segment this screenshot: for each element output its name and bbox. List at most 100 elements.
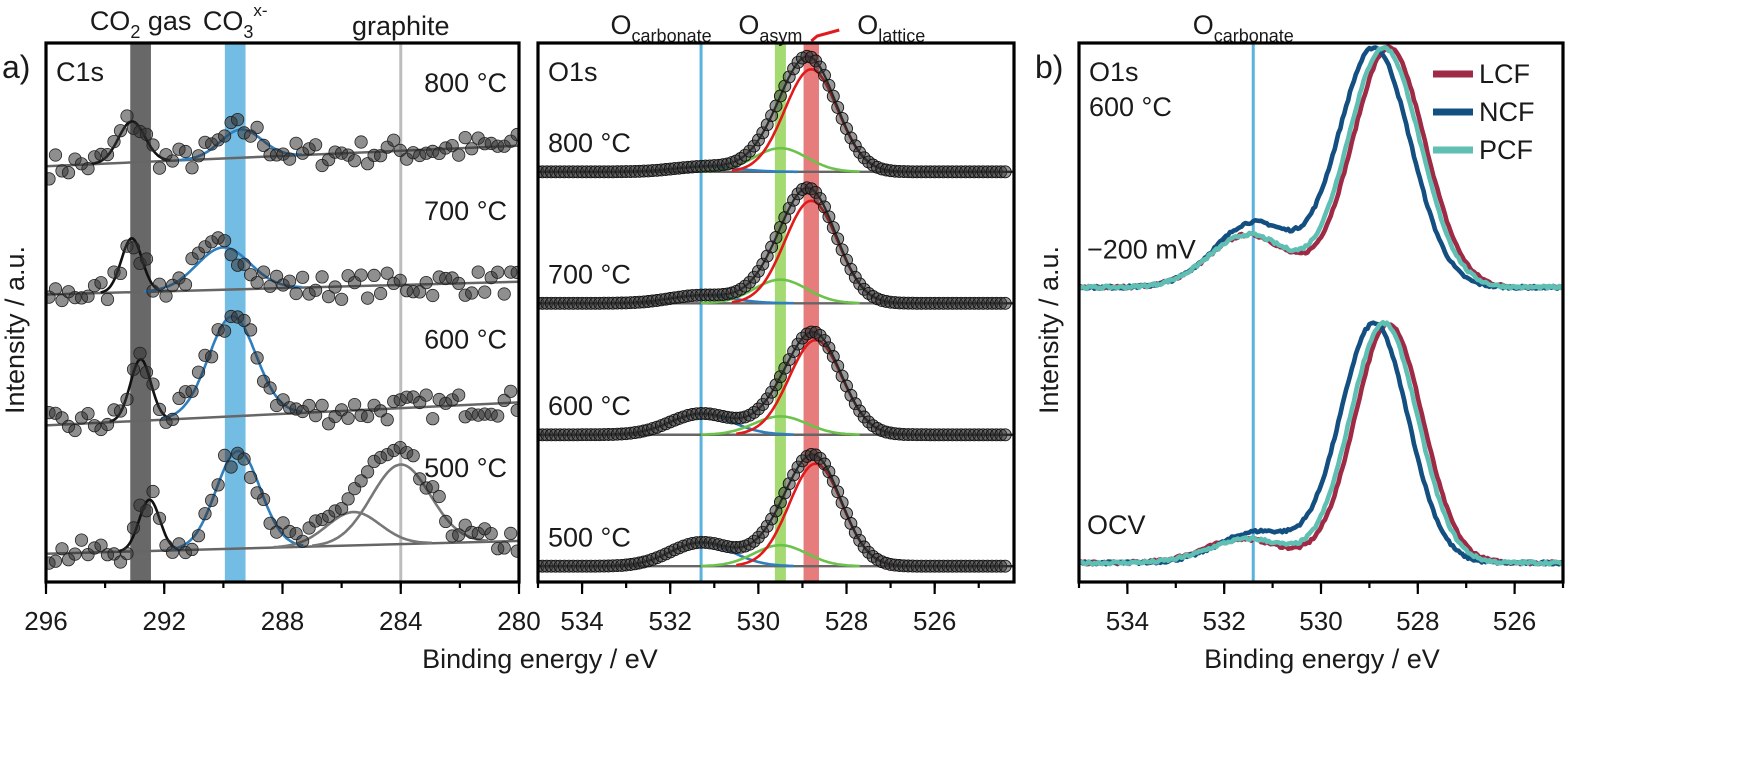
- data-point: [133, 346, 147, 360]
- plot-frame: [44, 41, 521, 584]
- data-point: [504, 384, 518, 398]
- data-point: [334, 292, 349, 306]
- data-point: [100, 148, 115, 162]
- data-point: [491, 409, 505, 423]
- data-point: [452, 388, 466, 402]
- data-point: [308, 408, 323, 423]
- data-point: [308, 138, 323, 152]
- data-point: [159, 289, 173, 303]
- x-tick-label: 534: [1106, 606, 1149, 636]
- data-point: [497, 393, 511, 407]
- data-point: [139, 504, 154, 518]
- data-point: [354, 474, 368, 488]
- data-point: [831, 232, 845, 246]
- data-point: [831, 100, 845, 114]
- data-point: [354, 135, 368, 149]
- data-point: [510, 544, 519, 558]
- data-point: [256, 492, 271, 506]
- data-point: [152, 511, 167, 525]
- y-axis-label-a: Intensity / a.u.: [0, 246, 30, 414]
- temperature-label: 500 °C: [548, 523, 631, 553]
- data-point: [250, 120, 264, 135]
- data-point: [822, 210, 836, 224]
- spectrum-line: [1079, 320, 1563, 567]
- band-label: Olattice: [857, 10, 925, 46]
- temperature-label: 600 °C: [1089, 92, 1172, 122]
- data-point: [126, 241, 141, 255]
- data-point: [831, 485, 845, 499]
- data-point: [426, 288, 440, 303]
- data-point: [269, 525, 284, 539]
- data-point: [295, 270, 310, 284]
- data-point: [250, 351, 264, 365]
- data-point: [94, 276, 108, 290]
- data-point: [191, 529, 206, 543]
- data-point: [81, 162, 95, 176]
- data-point: [341, 411, 355, 425]
- data-point: [120, 392, 134, 406]
- temperature-label: 800 °C: [424, 68, 507, 98]
- data-point: [478, 285, 492, 299]
- x-axis-label-a: Binding energy / eV: [422, 644, 658, 674]
- data-point: [244, 470, 258, 485]
- data-point: [237, 313, 251, 328]
- data-point: [81, 406, 95, 421]
- o1s-temperature-panel: Oasym Olattice Ocarbonate 800 °C 700 °C 600 °…: [536, 10, 1016, 636]
- data-point: [146, 484, 160, 499]
- data-point: [341, 492, 355, 506]
- data-point: [826, 221, 840, 235]
- data-point: [302, 398, 316, 413]
- x-tick-label: 280: [497, 606, 540, 636]
- data-point: [484, 526, 498, 541]
- legend-label: PCF: [1479, 135, 1533, 165]
- data-point: [48, 282, 63, 296]
- data-point: [321, 289, 336, 304]
- data-point: [406, 449, 420, 463]
- data-point: [263, 279, 277, 293]
- data-point: [360, 291, 375, 305]
- x-tick-label: 528: [1396, 606, 1439, 636]
- data-point: [244, 323, 258, 337]
- data-point: [491, 265, 505, 279]
- legend-label: NCF: [1479, 97, 1535, 127]
- x-tick-label: 530: [737, 606, 780, 636]
- data-point: [113, 266, 128, 280]
- data-point: [263, 381, 277, 395]
- data-point: [452, 528, 466, 542]
- data-point: [55, 293, 69, 308]
- data-point: [315, 398, 329, 412]
- x-tick-label: 296: [24, 606, 67, 636]
- data-point: [211, 478, 225, 492]
- data-point: [452, 148, 466, 162]
- x-tick-label: 532: [1203, 606, 1246, 636]
- data-point: [165, 412, 180, 426]
- data-point: [347, 397, 362, 412]
- data-point: [152, 161, 167, 175]
- data-point: [46, 172, 56, 186]
- region-label: O1s: [548, 57, 598, 87]
- data-point: [308, 283, 323, 297]
- data-point: [113, 404, 128, 418]
- data-point: [218, 129, 232, 143]
- data-point: [510, 403, 519, 417]
- band-label: CO3x-: [203, 1, 268, 42]
- x-tick-label: 526: [913, 606, 956, 636]
- data-point: [465, 286, 479, 300]
- data-point: [360, 409, 375, 424]
- x-tick-label: 528: [825, 606, 868, 636]
- data-point: [328, 280, 342, 294]
- data-point: [139, 252, 154, 266]
- component-peak: [100, 236, 162, 294]
- legend-label: LCF: [1479, 59, 1530, 89]
- data-point: [289, 136, 303, 150]
- data-point: [250, 275, 264, 290]
- component-peak: [701, 415, 860, 436]
- data-point: [373, 286, 388, 301]
- data-point: [198, 507, 212, 521]
- data-point: [120, 546, 134, 561]
- data-point: [510, 265, 519, 280]
- reference-band: [803, 43, 819, 582]
- data-point: [165, 154, 180, 168]
- temperature-label: 800 °C: [548, 128, 631, 158]
